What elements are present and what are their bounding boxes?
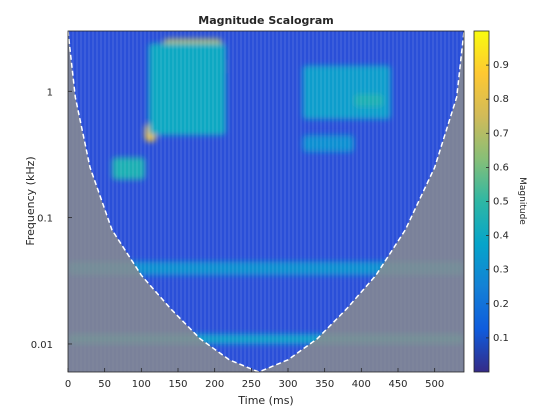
x-tick-label: 100	[132, 379, 151, 390]
x-tick-label: 450	[388, 379, 407, 390]
x-tick-label: 50	[98, 379, 111, 390]
x-tick-label: 150	[168, 379, 187, 390]
colorbar-tick-label: 0.6	[493, 162, 509, 173]
colorbar-tick-label: 0.9	[493, 60, 509, 71]
x-axis-ticks: 0 50 100 150 200 250 300 350 400 450 500	[65, 368, 444, 390]
x-tick-label: 250	[242, 379, 261, 390]
colorbar-tick-label: 0.2	[493, 299, 509, 310]
y-tick-label: 0.01	[31, 340, 53, 351]
x-tick-label: 400	[352, 379, 371, 390]
x-tick-label: 350	[315, 379, 334, 390]
colorbar-tick-label: 0.7	[493, 128, 509, 139]
colorbar-tick-label: 0.3	[493, 265, 509, 276]
colorbar-ticks: 0.1 0.2 0.3 0.4 0.5 0.6 0.7 0.8 0.9	[486, 60, 509, 344]
plot-frame	[67, 30, 465, 373]
x-tick-label: 0	[65, 379, 71, 390]
x-tick-label: 500	[425, 379, 444, 390]
y-axis-ticks: 0.01 0.1 1	[31, 87, 72, 351]
colorbar-tick-label: 0.5	[493, 197, 509, 208]
x-tick-label: 200	[205, 379, 224, 390]
colorbar-tick-label: 0.1	[493, 333, 509, 344]
cone-of-influence-line	[68, 31, 464, 372]
y-tick-label: 1	[47, 87, 53, 98]
x-axis-label: Time (ms)	[237, 394, 293, 407]
y-axis-label: Frequency (kHz)	[24, 156, 37, 245]
colorbar-tick-label: 0.4	[493, 231, 509, 242]
x-tick-label: 300	[278, 379, 297, 390]
colorbar-label: Magnitude	[517, 177, 527, 225]
y-tick-label: 0.1	[37, 214, 53, 225]
colorbar-tick-label: 0.8	[493, 94, 509, 105]
cone-of-influence-shade	[68, 31, 464, 372]
plot-area	[68, 31, 464, 372]
chart-title: Magnitude Scalogram	[198, 14, 333, 27]
